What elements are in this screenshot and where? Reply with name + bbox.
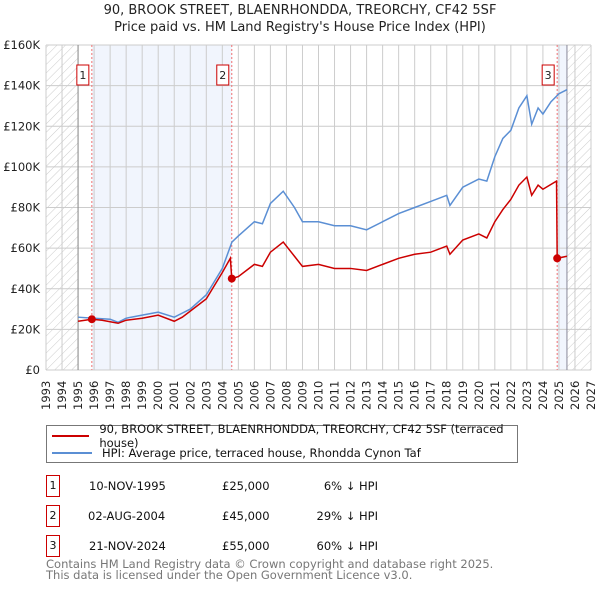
footer-line: Contains HM Land Registry data © Crown c…	[46, 557, 494, 571]
sale-badge: 1	[46, 475, 60, 497]
sale-hpi-diff: 29% ↓ HPI	[316, 509, 378, 523]
x-tick-label: 1997	[103, 381, 117, 410]
y-tick-label: £40K	[11, 282, 41, 296]
chart-plot: 1993 1994 1995 1996 1997 1998 1999 2000 2001 2002…	[3, 38, 598, 410]
sale-label: 1	[79, 69, 86, 82]
sale-row: 3 21-NOV-2024 £55,000 60% ↓ HPI	[46, 535, 446, 557]
hpi-line	[78, 89, 568, 324]
sale-label-box	[216, 64, 230, 86]
legend: 90, BROOK STREET, BLAENRHONDDA, TREORCHY…	[46, 422, 518, 463]
x-tick-label: 1998	[119, 381, 133, 410]
sale-label-box	[76, 64, 90, 86]
sale-price: £45,000	[222, 509, 270, 523]
x-tick-label: 2005	[231, 381, 245, 410]
sale-row: 1 10-NOV-1995 £25,000 6% ↓ HPI	[46, 475, 446, 497]
y-tick-label: £80K	[11, 201, 41, 215]
x-tick-label: 2023	[520, 381, 534, 410]
footer-line: This data is licensed under the Open Gov…	[46, 568, 413, 582]
legend-label: HPI: Average price, terraced house, Rhon…	[102, 446, 421, 460]
sale-date: 02-AUG-2004	[88, 509, 166, 523]
sale-point	[553, 254, 562, 263]
sale-badge: 2	[46, 505, 60, 527]
sale-hpi-diff: 6% ↓ HPI	[323, 479, 378, 493]
x-tick-label: 2001	[167, 381, 181, 410]
x-tick-label: 2009	[295, 381, 309, 410]
legend-swatch-red	[52, 435, 90, 437]
y-tick-label: £120K	[3, 119, 40, 133]
footer: Contains HM Land Registry data © Crown c…	[46, 557, 494, 582]
y-tick-label: £0	[25, 363, 40, 377]
x-tick-label: 2013	[360, 381, 374, 410]
x-tick-label: 2024	[536, 381, 550, 410]
sale-point	[227, 274, 236, 283]
x-tick-label: 2012	[344, 381, 358, 410]
x-tick-label: 2026	[568, 381, 582, 410]
x-tick-label: 2017	[424, 381, 438, 410]
sale-label: 2	[219, 69, 226, 82]
sale-hpi-diff: 60% ↓ HPI	[316, 539, 378, 553]
x-tick-label: 1996	[87, 381, 101, 410]
sale-price: £55,000	[222, 539, 270, 553]
sale-price: £25,000	[222, 479, 270, 493]
legend-item-property: 90, BROOK STREET, BLAENRHONDDA, TREORCHY…	[47, 422, 517, 450]
x-tick-label: 2021	[488, 381, 502, 410]
sale-label-box	[541, 64, 555, 86]
x-tick-label: 2027	[584, 381, 598, 410]
x-tick-label: 2020	[472, 381, 486, 410]
x-tick-label: 2014	[376, 381, 390, 410]
sale-badge: 3	[46, 535, 60, 557]
x-tick-label: 2000	[151, 381, 165, 410]
chart-subtitle: Price paid vs. HM Land Registry's House …	[114, 20, 486, 35]
x-tick-label: 2004	[215, 381, 229, 410]
chart-title: 90, BROOK STREET, BLAENRHONDDA, TREORCHY…	[103, 3, 497, 18]
y-tick-label: £140K	[3, 79, 40, 93]
x-tick-label: 2015	[392, 381, 406, 410]
x-tick-label: 2007	[263, 381, 277, 410]
x-tick-label: 2019	[456, 381, 470, 410]
sale-date: 10-NOV-1995	[89, 479, 166, 493]
legend-swatch-blue	[52, 452, 92, 454]
x-tick-label: 1993	[39, 381, 53, 410]
y-tick-label: £20K	[11, 322, 41, 336]
x-tick-label: 1999	[135, 381, 149, 410]
legend-label: 90, BROOK STREET, BLAENRHONDDA, TREORCHY…	[99, 422, 504, 450]
legend-item-hpi: HPI: Average price, terraced house, Rhon…	[47, 445, 421, 461]
x-tick-label: 2016	[408, 381, 422, 410]
y-tick-label: £160K	[3, 38, 40, 52]
x-tick-label: 2008	[279, 381, 293, 410]
sale-point	[87, 315, 96, 324]
x-tick-label: 2011	[328, 381, 342, 410]
x-tick-label: 2010	[312, 381, 326, 410]
price-paid-line	[77, 175, 568, 325]
x-tick-label: 2022	[504, 381, 518, 410]
x-tick-label: 2002	[183, 381, 197, 410]
x-tick-label: 1995	[71, 381, 85, 410]
sale-row: 2 02-AUG-2004 £45,000 29% ↓ HPI	[46, 505, 446, 527]
x-tick-label: 1994	[55, 381, 69, 410]
x-tick-label: 2006	[247, 381, 261, 410]
sale-date: 21-NOV-2024	[89, 539, 166, 553]
y-tick-label: £60K	[11, 241, 41, 255]
sale-label: 3	[545, 69, 552, 82]
x-tick-label: 2025	[552, 381, 566, 410]
y-tick-label: £100K	[3, 160, 40, 174]
x-tick-label: 2003	[199, 381, 213, 410]
x-tick-label: 2018	[440, 381, 454, 410]
